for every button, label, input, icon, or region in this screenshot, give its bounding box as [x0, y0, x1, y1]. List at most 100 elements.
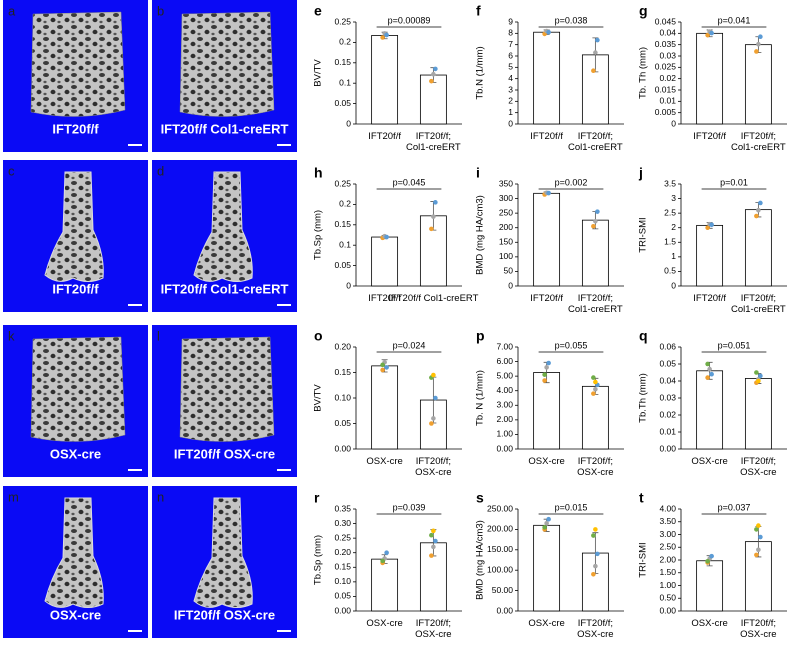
x-tick-label: IFT20f/f; OSX-cre: [415, 618, 451, 640]
y-axis-label: BMD (mg HA/cm3): [475, 195, 486, 275]
data-point: [758, 34, 763, 40]
bar: [696, 560, 724, 612]
data-point: [593, 379, 598, 385]
y-tick-label: 1.00: [496, 429, 513, 439]
x-tick-label-line: OSX-cre: [366, 618, 402, 629]
data-point: [705, 558, 710, 564]
y-tick-label: 0.10: [334, 576, 351, 586]
data-point: [593, 386, 598, 392]
data-point: [380, 362, 385, 368]
x-tick-label-line: IFT20f/f;: [741, 131, 776, 142]
y-tick-label: 3.5: [664, 178, 676, 188]
bar: [419, 74, 447, 125]
panel-letter: r: [314, 490, 320, 506]
y-axis-label: Tb.Sp (mm): [313, 210, 324, 260]
bar: [371, 558, 399, 612]
data-point: [593, 563, 598, 569]
bar: [581, 385, 609, 450]
data-point: [542, 378, 547, 383]
data-point: [705, 361, 710, 367]
y-tick-label: 250.00: [487, 503, 513, 513]
y-tick-label: 6: [508, 50, 513, 60]
x-tick-label: IFT20f/f Col1-creERT: [388, 293, 478, 304]
data-point: [595, 37, 600, 43]
data-point: [591, 68, 596, 74]
x-tick-label-line: OSX-cre: [691, 618, 727, 629]
y-tick-label: 0.1: [339, 77, 351, 87]
data-point: [591, 391, 596, 396]
y-tick-label: 3.00: [659, 529, 676, 539]
y-tick-label: 100: [499, 251, 513, 261]
data-point: [431, 372, 436, 378]
data-point: [431, 71, 436, 77]
panel-letter: a: [8, 3, 16, 18]
p-value: p=0.024: [393, 340, 426, 350]
y-tick-label: 0.5: [664, 266, 676, 276]
panel-letter: j: [638, 165, 643, 181]
p-value: p=0.00089: [388, 15, 431, 25]
panel-caption: IFT20f/f: [52, 281, 99, 296]
panel-letter: d: [157, 163, 164, 178]
x-tick-label-line: OSX-cre: [740, 467, 776, 478]
data-point: [380, 367, 385, 373]
scale-bar: [128, 304, 142, 306]
y-tick-label: 0.15: [334, 219, 351, 229]
y-tick-label: 4.00: [496, 385, 513, 395]
bone-cube: [30, 336, 126, 442]
panel-letter: h: [314, 165, 323, 181]
x-tick-label-line: IFT20f/f: [530, 131, 563, 142]
data-point: [707, 366, 712, 372]
data-point: [546, 360, 551, 366]
y-tick-label: 100.00: [487, 564, 513, 574]
x-tick-label: IFT20f/f: [693, 293, 726, 304]
p-value: p=0.015: [555, 502, 588, 512]
x-tick-label: OSX-cre: [691, 618, 727, 629]
data-point: [593, 219, 598, 224]
y-tick-label: 0.2: [339, 37, 351, 47]
data-point: [429, 532, 434, 538]
data-point: [756, 378, 761, 384]
y-tick-label: 250: [499, 207, 513, 217]
y-tick-label: 0: [346, 118, 351, 128]
y-tick-label: 50.00: [492, 585, 514, 595]
y-tick-label: 1: [671, 251, 676, 261]
y-tick-label: 0.03: [659, 50, 676, 60]
data-point: [756, 547, 761, 553]
data-point: [433, 200, 438, 205]
y-tick-label: 1: [508, 107, 513, 117]
y-tick-label: 0.045: [655, 16, 677, 26]
y-tick-label: 0.25: [334, 532, 351, 542]
data-point: [591, 533, 596, 538]
x-tick-label: IFT20f/f: [368, 131, 401, 142]
y-tick-label: 0.30: [334, 518, 351, 528]
y-axis-label: TRI-SMI: [638, 542, 649, 577]
y-tick-label: 0.025: [655, 62, 677, 72]
y-tick-label: 200: [499, 222, 513, 232]
y-tick-label: 0.05: [334, 260, 351, 270]
y-tick-label: 0.035: [655, 39, 677, 49]
p-value: p=0.038: [555, 15, 588, 25]
panel-caption: IFT20f/f Col1-creERT: [161, 121, 289, 136]
y-axis-label: Tb.N (1/mm): [475, 46, 486, 99]
bone-femur: [193, 497, 253, 608]
scale-bar: [277, 469, 291, 471]
x-tick-label: IFT20f/f; Col1-creERT: [731, 293, 786, 315]
y-tick-label: 2.5: [664, 207, 676, 217]
panel-letter: c: [8, 163, 15, 178]
y-tick-label: 3.00: [496, 400, 513, 410]
y-tick-label: 0.00: [496, 443, 513, 453]
y-tick-label: 7.00: [496, 341, 513, 351]
x-tick-label-line: OSX-cre: [366, 456, 402, 467]
bar: [533, 31, 561, 125]
panel-caption: OSX-cre: [50, 607, 101, 622]
x-tick-label-line: IFT20f/f: [530, 293, 563, 304]
panel-letter: f: [476, 3, 481, 19]
scale-bar: [128, 630, 142, 632]
x-tick-label-line: Col1-creERT: [731, 304, 786, 315]
data-point: [756, 207, 761, 213]
x-tick-label-line: IFT20f/f: [368, 293, 401, 304]
data-point: [709, 371, 714, 377]
panel-letter: g: [639, 3, 648, 19]
x-tick-label-line: IFT20f/f: [368, 131, 401, 142]
y-tick-label: 0.25: [334, 16, 351, 26]
